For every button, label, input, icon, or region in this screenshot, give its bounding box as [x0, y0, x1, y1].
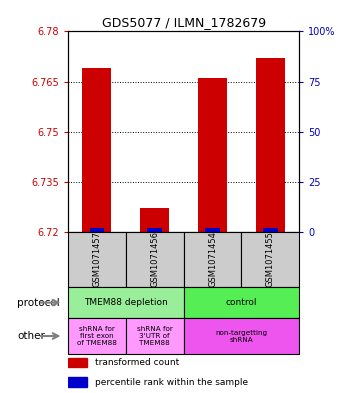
Title: GDS5077 / ILMN_1782679: GDS5077 / ILMN_1782679: [102, 16, 266, 29]
Bar: [256, 58, 285, 232]
Text: shRNA for
first exon
of TMEM88: shRNA for first exon of TMEM88: [77, 326, 117, 346]
Text: TMEM88 depletion: TMEM88 depletion: [84, 298, 168, 307]
Text: other: other: [17, 331, 45, 341]
Text: GSM1071454: GSM1071454: [208, 231, 217, 287]
Bar: [90, 228, 104, 232]
Text: GSM1071455: GSM1071455: [266, 231, 275, 287]
FancyBboxPatch shape: [68, 232, 126, 287]
Bar: [68, 377, 87, 387]
FancyBboxPatch shape: [68, 318, 126, 354]
Text: GSM1071456: GSM1071456: [150, 231, 159, 287]
FancyBboxPatch shape: [184, 232, 241, 287]
Text: transformed count: transformed count: [95, 358, 179, 367]
FancyBboxPatch shape: [126, 232, 184, 287]
FancyBboxPatch shape: [68, 287, 184, 318]
FancyBboxPatch shape: [184, 287, 299, 318]
Bar: [82, 68, 112, 232]
Text: non-targetting
shRNA: non-targetting shRNA: [215, 329, 268, 343]
FancyBboxPatch shape: [241, 232, 299, 287]
Text: percentile rank within the sample: percentile rank within the sample: [95, 378, 248, 387]
Bar: [205, 228, 220, 232]
Text: shRNA for
3'UTR of
TMEM88: shRNA for 3'UTR of TMEM88: [137, 326, 173, 346]
Text: protocol: protocol: [17, 298, 60, 308]
Text: GSM1071457: GSM1071457: [92, 231, 101, 287]
Bar: [140, 208, 169, 232]
Bar: [263, 228, 277, 232]
FancyBboxPatch shape: [184, 318, 299, 354]
Bar: [198, 78, 227, 232]
Bar: [148, 228, 162, 232]
FancyBboxPatch shape: [126, 318, 184, 354]
Text: control: control: [226, 298, 257, 307]
Bar: [68, 358, 87, 367]
